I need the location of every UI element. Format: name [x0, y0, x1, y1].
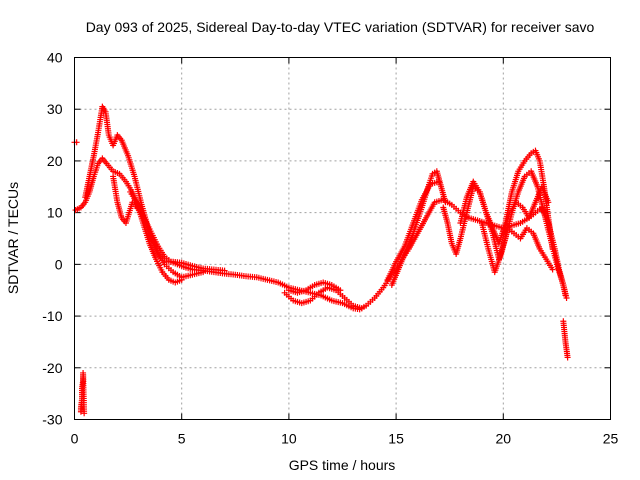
x-tick-label: 5 [178, 431, 186, 447]
y-tick-label: 0 [55, 256, 63, 272]
data-point [358, 305, 365, 312]
x-tick-labels: 0 5 10 15 20 25 [71, 431, 619, 447]
chart-title: Day 093 of 2025, Sidereal Day-to-day VTE… [86, 19, 595, 35]
data-points [71, 103, 571, 417]
y-tick-label: -20 [42, 360, 62, 376]
y-tick-labels: -30 -20 -10 0 10 20 30 40 [42, 50, 62, 428]
y-tick-label: 10 [47, 205, 63, 221]
data-point [549, 245, 556, 252]
y-tick-label: -10 [42, 308, 62, 324]
data-point [545, 199, 552, 206]
data-point [435, 178, 442, 185]
y-axis-label: SDTVAR / TECUs [5, 182, 21, 294]
y-tick-label: -30 [42, 412, 62, 428]
data-point [81, 410, 88, 417]
y-tick-label: 30 [47, 101, 63, 117]
data-point [442, 199, 449, 206]
x-tick-label: 15 [388, 431, 404, 447]
x-axis-label: GPS time / hours [289, 457, 396, 473]
y-tick-label: 40 [47, 50, 63, 66]
x-tick-label: 0 [71, 431, 79, 447]
x-tick-label: 20 [496, 431, 512, 447]
x-tick-label: 10 [281, 431, 297, 447]
data-point [563, 294, 570, 301]
data-point [221, 267, 228, 274]
grid-lines [74, 57, 611, 420]
data-point [200, 269, 207, 276]
data-point [564, 354, 571, 361]
data-point [337, 287, 344, 294]
data-point [549, 266, 556, 273]
x-tick-label: 25 [603, 431, 619, 447]
y-tick-label: 20 [47, 153, 63, 169]
data-point [178, 276, 185, 283]
plot-frame [74, 57, 611, 420]
